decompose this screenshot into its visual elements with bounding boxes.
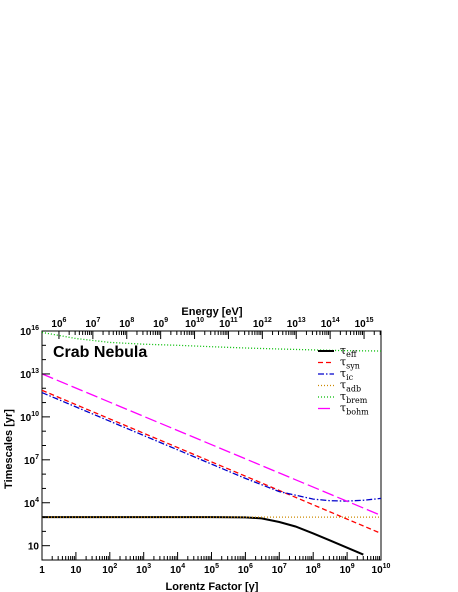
x-tick-label: 1 xyxy=(39,565,45,576)
x2-tick-label: 109 xyxy=(153,317,168,330)
top-axis-title: Energy [eV] xyxy=(181,306,242,318)
series-line-5 xyxy=(42,373,381,516)
plot-area xyxy=(41,330,382,561)
x-tick-label: 109 xyxy=(340,563,355,576)
legend-label: τeff xyxy=(340,344,358,359)
x2-tick-label: 1014 xyxy=(321,317,340,330)
x-tick-label: 104 xyxy=(170,563,185,576)
x2-tick-label: 106 xyxy=(51,317,66,330)
y-tick-label: 1010 xyxy=(20,411,39,424)
x2-tick-label: 1011 xyxy=(219,317,238,330)
chart-annotation: Crab Nebula xyxy=(53,344,147,361)
x-tick-label: 108 xyxy=(306,563,321,576)
series-line-1 xyxy=(42,389,381,534)
x2-tick-label: 107 xyxy=(85,317,100,330)
x-tick-label: 102 xyxy=(102,563,117,576)
x-tick-label: 1010 xyxy=(372,563,391,576)
y-tick-label: 107 xyxy=(24,454,39,467)
y-tick-label: 1013 xyxy=(20,368,39,381)
axes-layer: 1 10 102 103 104 105 106 107 108 109 1010 106 107 108… xyxy=(20,317,390,576)
series-line-0 xyxy=(42,516,364,556)
legend-label: τbrem xyxy=(340,390,368,405)
x-tick-label: 105 xyxy=(204,563,219,576)
x2-tick-label: 1012 xyxy=(253,317,272,330)
legend-label: τsyn xyxy=(340,356,360,371)
plot-frame xyxy=(41,330,382,561)
x2-tick-label: 108 xyxy=(119,317,134,330)
series-line-4 xyxy=(42,331,381,352)
x-tick-label: 10 xyxy=(70,565,82,576)
x-tick-label: 107 xyxy=(272,563,287,576)
x2-tick-label: 1013 xyxy=(287,317,306,330)
series-layer xyxy=(42,331,381,556)
y-tick-label: 104 xyxy=(24,497,39,510)
bottom-axis-title: Lorentz Factor [γ] xyxy=(166,581,259,592)
x-tick-label: 106 xyxy=(238,563,253,576)
legend-label: τic xyxy=(340,367,354,382)
legend-label: τbohm xyxy=(340,402,369,417)
y-tick-label: 1016 xyxy=(20,325,39,338)
x2-tick-label: 1015 xyxy=(355,317,374,330)
x-tick-label: 103 xyxy=(136,563,151,576)
x2-tick-label: 1010 xyxy=(185,317,204,330)
y-tick-label: 10 xyxy=(28,542,40,553)
y-axis-title: Timescales [yr] xyxy=(3,409,15,489)
legend-label: τadb xyxy=(340,379,361,394)
